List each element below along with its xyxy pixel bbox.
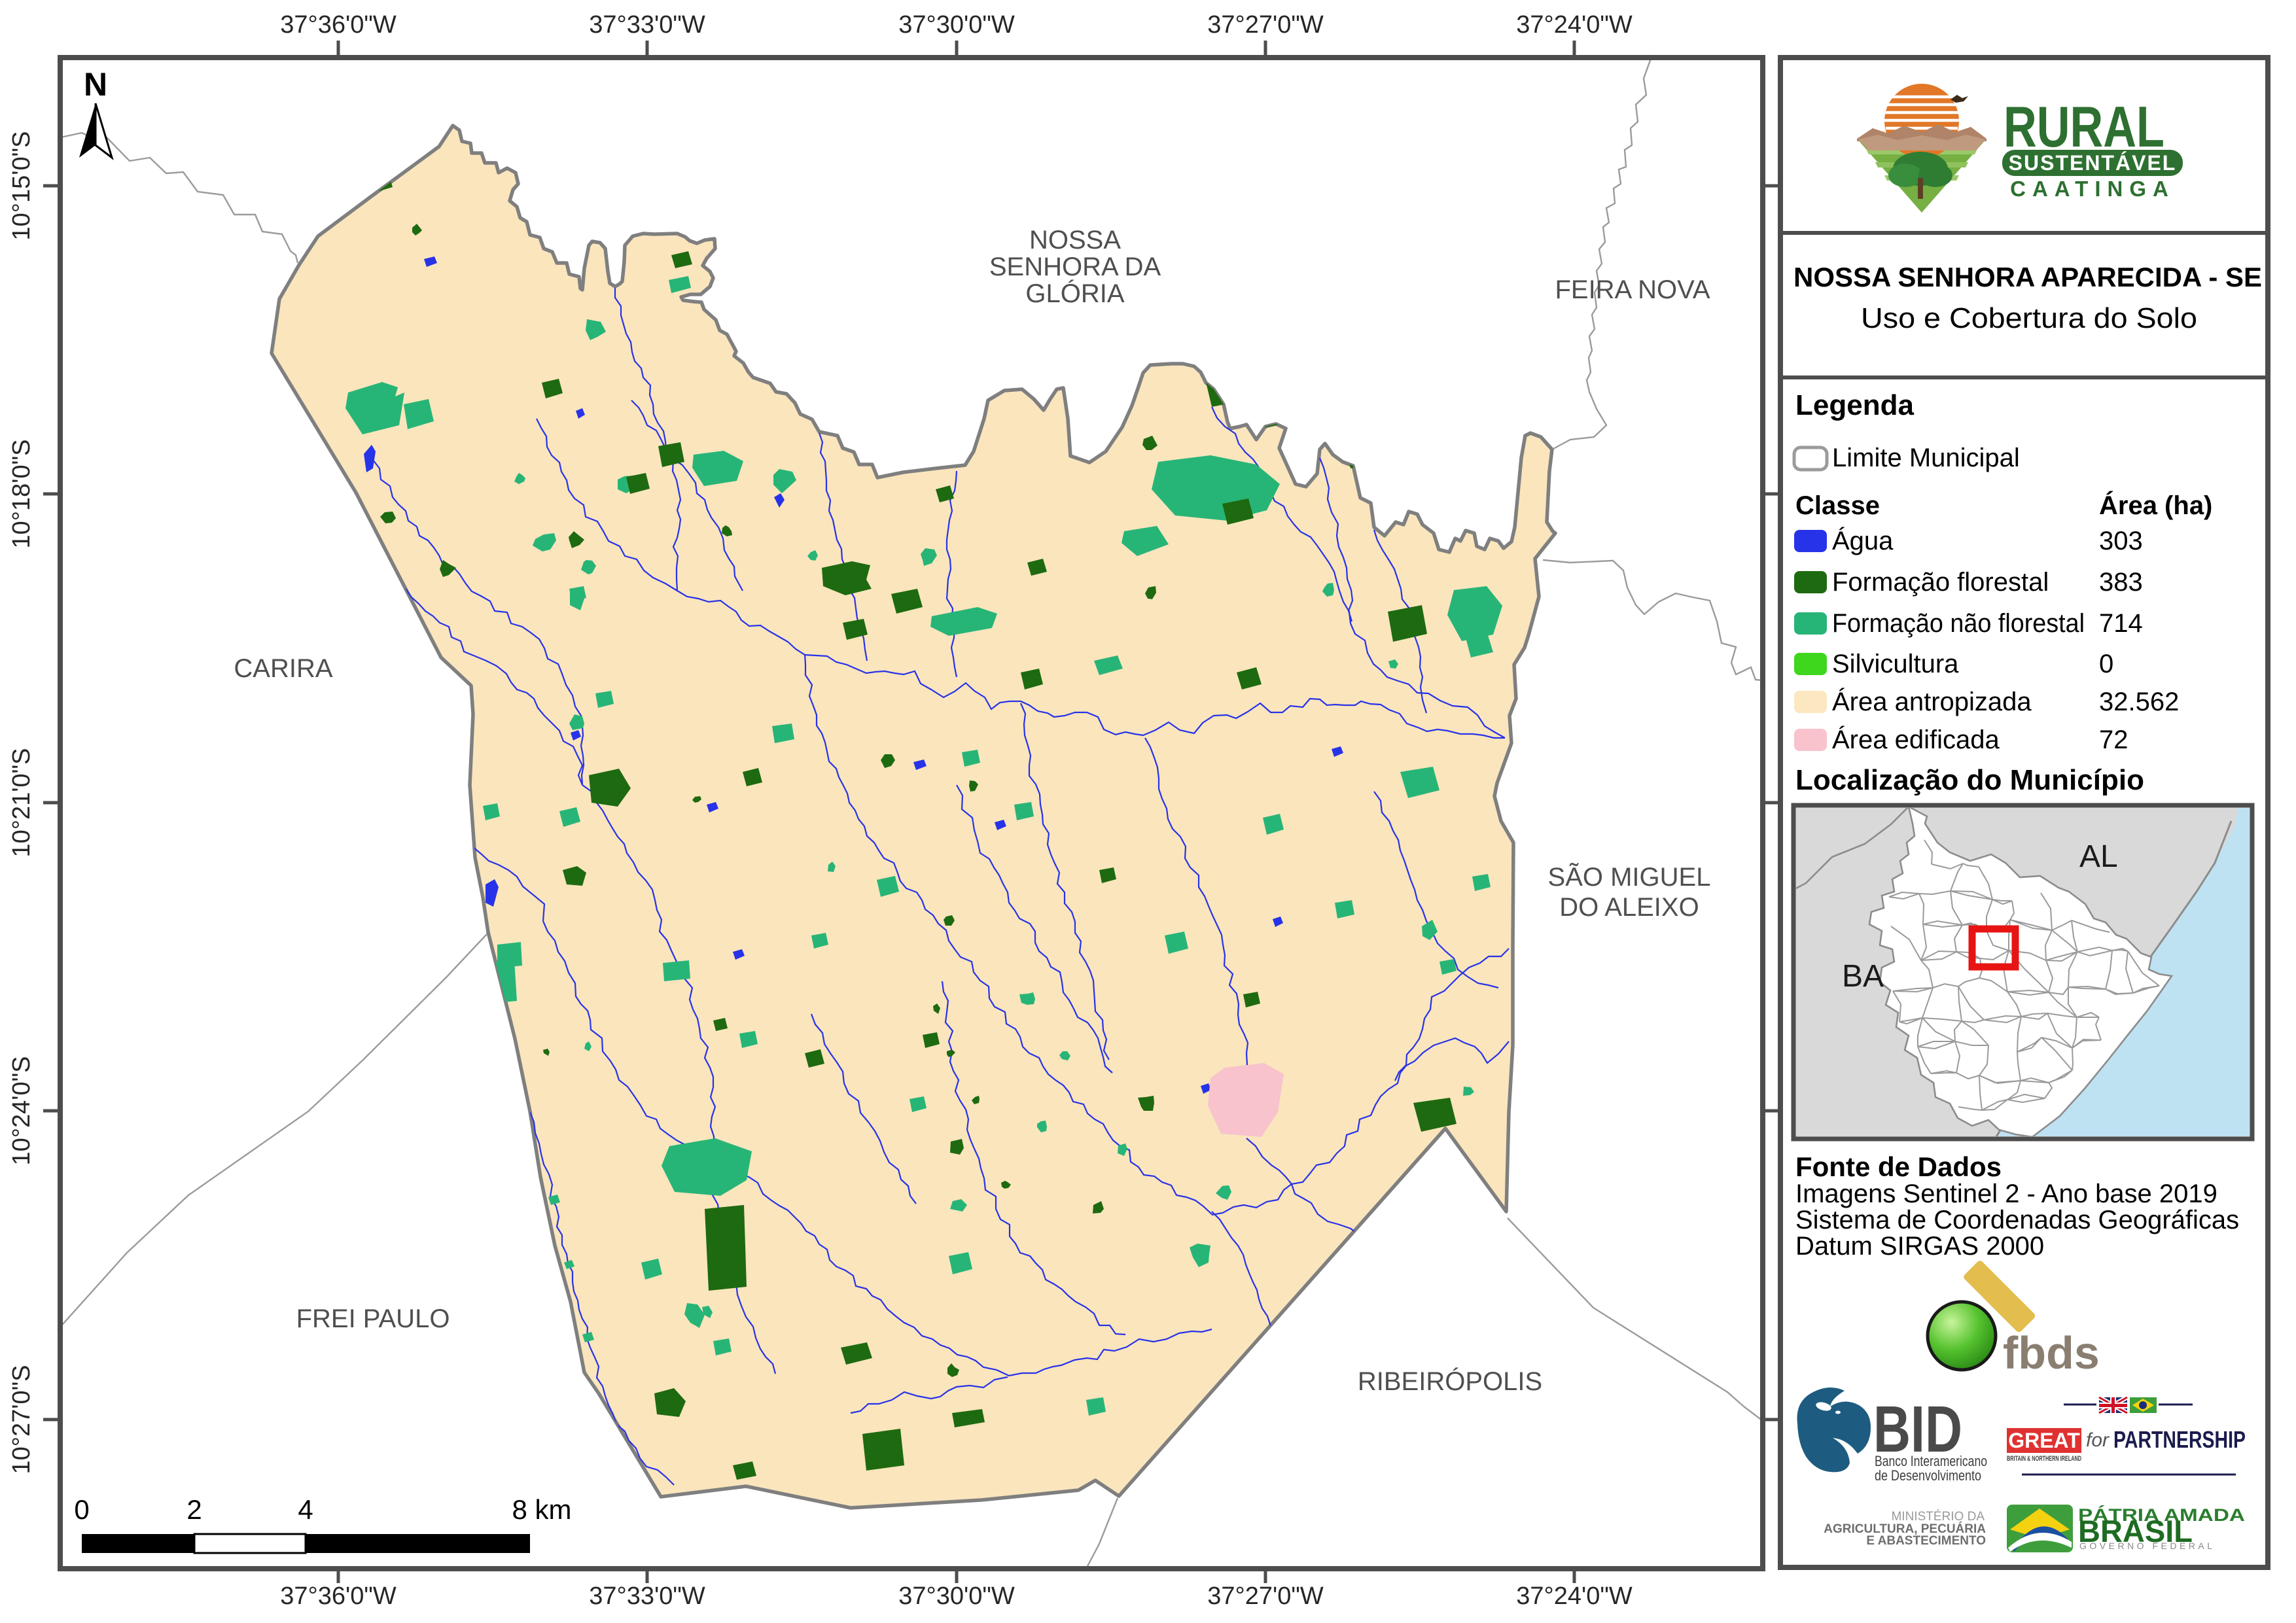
svg-text:37°30'0"W: 37°30'0"W: [898, 1582, 1015, 1610]
svg-text:GOVERNO FEDERAL: GOVERNO FEDERAL: [2079, 1541, 2216, 1551]
svg-text:GLÓRIA: GLÓRIA: [1025, 279, 1124, 308]
svg-text:Limite Municipal: Limite Municipal: [1832, 444, 2020, 472]
svg-text:Datum SIRGAS 2000: Datum SIRGAS 2000: [1795, 1232, 2044, 1261]
svg-text:fbds: fbds: [2003, 1327, 2100, 1378]
svg-text:10°21'0"S: 10°21'0"S: [8, 748, 35, 858]
svg-text:N: N: [84, 66, 107, 103]
svg-text:383: 383: [2099, 568, 2143, 597]
svg-text:72: 72: [2099, 725, 2128, 754]
svg-text:37°27'0"W: 37°27'0"W: [1207, 1582, 1324, 1610]
svg-text:de Desenvolvimento: de Desenvolvimento: [1875, 1467, 1981, 1484]
svg-text:Formação não florestal: Formação não florestal: [1832, 609, 2085, 638]
svg-text:Silvicultura: Silvicultura: [1832, 650, 1959, 678]
svg-text:DO ALEIXO: DO ALEIXO: [1559, 893, 1699, 922]
svg-text:10°27'0"S: 10°27'0"S: [8, 1365, 35, 1475]
svg-text:10°18'0"S: 10°18'0"S: [8, 440, 35, 549]
svg-text:10°24'0"S: 10°24'0"S: [8, 1056, 35, 1166]
svg-text:Imagens Sentinel 2 - Ano base: Imagens Sentinel 2 - Ano base 2019: [1795, 1179, 2217, 1208]
svg-text:Legenda: Legenda: [1795, 389, 1914, 421]
svg-text:Classe: Classe: [1795, 491, 1880, 520]
svg-text:Área edificada: Área edificada: [1832, 725, 2000, 754]
svg-text:AGRICULTURA, PECUÁRIA: AGRICULTURA, PECUÁRIA: [1824, 1522, 1986, 1536]
svg-text:8 km: 8 km: [512, 1494, 571, 1525]
svg-text:PÁTRIA AMADA: PÁTRIA AMADA: [2078, 1505, 2245, 1525]
svg-text:2: 2: [186, 1494, 202, 1525]
svg-text:GREAT: GREAT: [2008, 1429, 2080, 1452]
svg-text:E ABASTECIMENTO: E ABASTECIMENTO: [1866, 1534, 1986, 1548]
svg-text:Fonte de Dados: Fonte de Dados: [1795, 1151, 2002, 1182]
svg-text:FREI PAULO: FREI PAULO: [296, 1304, 450, 1333]
svg-text:CARIRA: CARIRA: [234, 654, 332, 683]
svg-text:Formação florestal: Formação florestal: [1832, 568, 2049, 597]
svg-text:37°36'0"W: 37°36'0"W: [280, 11, 397, 39]
svg-text:4: 4: [298, 1494, 313, 1525]
svg-text:303: 303: [2099, 527, 2143, 555]
svg-text:CAATINGA: CAATINGA: [2010, 177, 2175, 201]
svg-text:0: 0: [74, 1494, 89, 1525]
svg-text:for: for: [2086, 1429, 2110, 1451]
svg-text:SÃO MIGUEL: SÃO MIGUEL: [1548, 862, 1711, 892]
svg-text:Área antropizada: Área antropizada: [1832, 687, 2032, 716]
svg-text:NOSSA SENHORA APARECIDA - SE: NOSSA SENHORA APARECIDA - SE: [1793, 262, 2262, 292]
svg-text:BA: BA: [1842, 959, 1884, 994]
svg-text:37°36'0"W: 37°36'0"W: [280, 1582, 397, 1610]
svg-text:0: 0: [2099, 650, 2113, 678]
svg-text:37°24'0"W: 37°24'0"W: [1516, 11, 1633, 39]
svg-text:37°33'0"W: 37°33'0"W: [589, 1582, 705, 1610]
svg-text:RURAL: RURAL: [2004, 94, 2164, 159]
svg-text:714: 714: [2099, 609, 2143, 638]
svg-text:Banco Interamericano: Banco Interamericano: [1875, 1453, 1987, 1469]
svg-text:MINISTÉRIO DA: MINISTÉRIO DA: [1891, 1510, 1985, 1524]
svg-text:PARTNERSHIP: PARTNERSHIP: [2113, 1426, 2246, 1453]
svg-text:BRITAIN & NORTHERN IRELAND: BRITAIN & NORTHERN IRELAND: [2007, 1455, 2081, 1463]
svg-text:Localização do Município: Localização do Município: [1795, 764, 2144, 796]
svg-text:RIBEIRÓPOLIS: RIBEIRÓPOLIS: [1358, 1367, 1542, 1396]
svg-text:BRASIL: BRASIL: [2078, 1514, 2193, 1548]
svg-text:32.562: 32.562: [2099, 688, 2179, 716]
svg-text:Uso e Cobertura do Solo: Uso e Cobertura do Solo: [1861, 302, 2197, 334]
svg-text:FEIRA NOVA: FEIRA NOVA: [1555, 275, 1710, 304]
svg-text:AL: AL: [2079, 839, 2118, 874]
svg-text:10°15'0"S: 10°15'0"S: [8, 131, 35, 241]
svg-text:SUSTENTÁVEL: SUSTENTÁVEL: [2009, 151, 2177, 175]
svg-text:37°30'0"W: 37°30'0"W: [898, 11, 1015, 39]
svg-text:NOSSA: NOSSA: [1029, 226, 1121, 254]
svg-text:Sistema de Coordenadas Geográf: Sistema de Coordenadas Geográficas: [1795, 1206, 2239, 1234]
svg-text:37°33'0"W: 37°33'0"W: [589, 11, 705, 39]
svg-text:Água: Água: [1832, 526, 1894, 555]
svg-text:37°24'0"W: 37°24'0"W: [1516, 1582, 1633, 1610]
svg-text:Área (ha): Área (ha): [2099, 491, 2212, 520]
svg-text:SENHORA DA: SENHORA DA: [989, 253, 1161, 281]
svg-text:37°27'0"W: 37°27'0"W: [1207, 11, 1324, 39]
svg-text:BID: BID: [1873, 1393, 1962, 1466]
